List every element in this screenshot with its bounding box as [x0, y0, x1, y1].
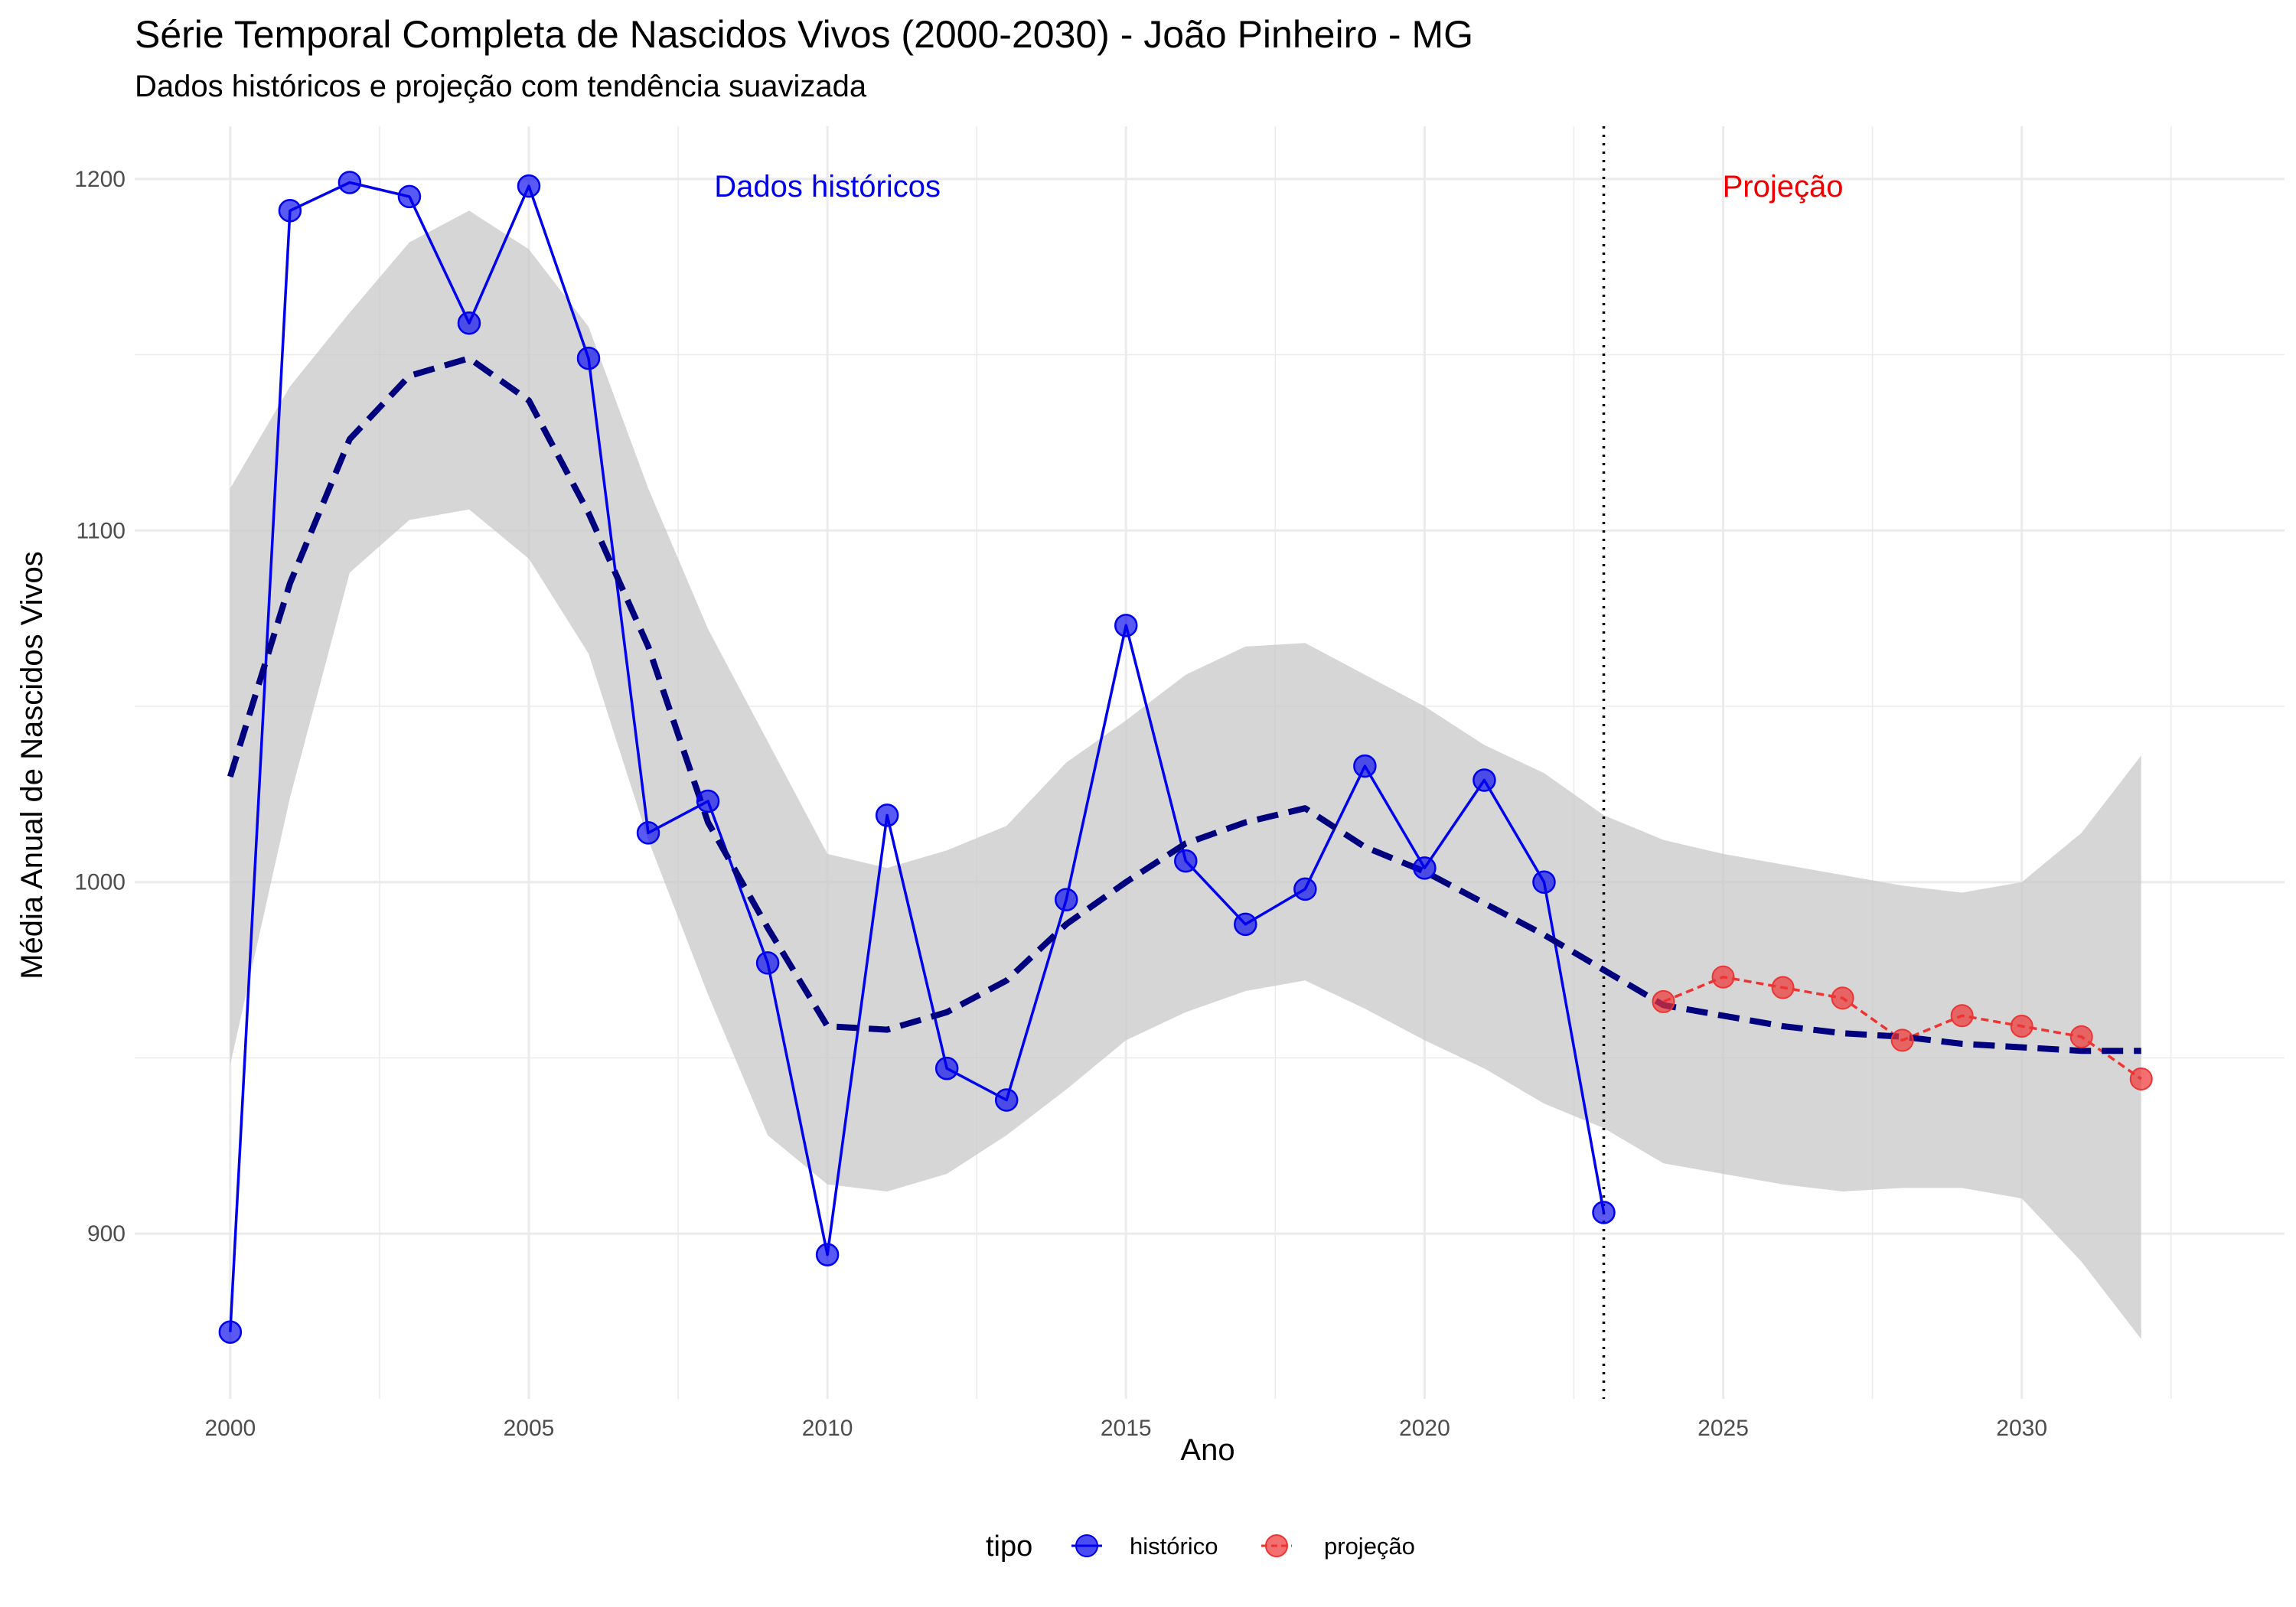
historico-point [1473, 768, 1496, 792]
projecao-point [1652, 989, 1675, 1013]
y-tick-label: 1000 [74, 870, 126, 895]
historico-point [397, 184, 422, 209]
historico-point [1293, 877, 1317, 901]
historico-point [1234, 912, 1257, 937]
historico-point [1592, 1201, 1616, 1224]
historico-point [576, 346, 601, 370]
legend-historico-label: histórico [1130, 1533, 1218, 1560]
annotation-layer: Dados históricos Projeção [714, 170, 1843, 204]
y-tick-label: 1200 [74, 167, 126, 192]
y-tick-label: 1100 [76, 518, 126, 543]
historico-point [755, 951, 780, 975]
trend-layer [227, 355, 2141, 1054]
historico-point [934, 1056, 959, 1081]
historico-point [1353, 754, 1377, 778]
x-tick-label: 2005 [504, 1416, 555, 1441]
historico-point [1413, 856, 1437, 880]
confidence-ribbon-layer [230, 210, 2141, 1339]
projecao-point [2129, 1067, 2153, 1090]
y-tick-label: 900 [87, 1221, 126, 1247]
projecao-point [1890, 1028, 1914, 1052]
historico-point [338, 171, 362, 194]
x-tick-label: 2000 [204, 1416, 256, 1441]
projecao-point [1831, 986, 1854, 1010]
annotation-label: Projeção [1723, 170, 1844, 204]
historico-point [815, 1243, 840, 1266]
projecao-point [2010, 1015, 2033, 1038]
historico-point [1054, 888, 1078, 911]
historico-point [875, 804, 899, 827]
x-tick-label: 2030 [1996, 1416, 2047, 1441]
historico-point [278, 199, 302, 223]
projecao-point [2069, 1025, 2093, 1048]
annotation-label: Dados históricos [714, 170, 941, 204]
tick-labels: 2000 2005 2010 2015 2020 2025 2030 900 1000 1100 1… [74, 167, 2047, 1441]
historico-line [229, 181, 1606, 1332]
x-tick-label: 2010 [802, 1416, 853, 1441]
historico-point [636, 821, 660, 845]
y-axis-title: Média Anual de Nascidos Vivos [15, 551, 49, 980]
points-layer [218, 171, 2153, 1344]
legend-projecao-marker [1265, 1534, 1288, 1557]
x-tick-label: 2015 [1101, 1416, 1152, 1441]
legend: tipo histórico projeção [986, 1530, 1415, 1563]
projecao-point [1711, 965, 1735, 989]
legend-historico-marker [1075, 1534, 1098, 1557]
historico-point [994, 1088, 1019, 1112]
legend-projecao-label: projeção [1324, 1533, 1415, 1560]
x-tick-label: 2020 [1399, 1416, 1450, 1441]
historico-point [517, 174, 541, 198]
historico-point [1532, 870, 1556, 894]
historico-point [457, 311, 481, 335]
historico-point [1114, 614, 1138, 637]
historico-point [1174, 849, 1198, 873]
trend-line [227, 355, 2141, 1054]
historico-point [218, 1320, 243, 1344]
projecao-point [1771, 976, 1795, 999]
projecao-point [1950, 1004, 1974, 1028]
chart-subtitle: Dados históricos e projeção com tendênci… [135, 70, 867, 103]
historico-point [696, 789, 720, 813]
chart-title: Série Temporal Completa de Nascidos Vivo… [135, 13, 1473, 56]
x-tick-label: 2025 [1698, 1416, 1749, 1441]
confidence-ribbon [230, 210, 2141, 1339]
legend-title: tipo [986, 1530, 1032, 1563]
x-axis-title: Ano [1180, 1433, 1234, 1467]
